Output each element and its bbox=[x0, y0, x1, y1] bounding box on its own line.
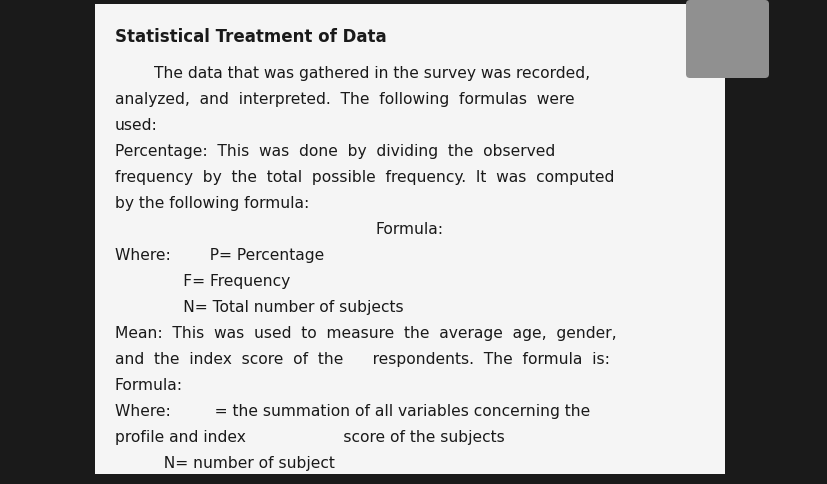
Text: Where:         = the summation of all variables concerning the: Where: = the summation of all variables … bbox=[115, 403, 590, 418]
Text: F= Frequency: F= Frequency bbox=[115, 273, 290, 288]
Text: Formula:: Formula: bbox=[115, 377, 183, 392]
Text: N= number of subject: N= number of subject bbox=[115, 455, 334, 470]
Text: by the following formula:: by the following formula: bbox=[115, 196, 308, 210]
Text: frequency  by  the  total  possible  frequency.  It  was  computed: frequency by the total possible frequenc… bbox=[115, 169, 614, 184]
Text: Formula:: Formula: bbox=[375, 221, 443, 236]
Bar bbox=[95, 5, 724, 474]
Text: used:: used: bbox=[115, 118, 158, 133]
Text: Percentage:  This  was  done  by  dividing  the  observed: Percentage: This was done by dividing th… bbox=[115, 143, 555, 158]
Text: Mean:  This  was  used  to  measure  the  average  age,  gender,: Mean: This was used to measure the avera… bbox=[115, 325, 616, 340]
Text: Where:        P= Percentage: Where: P= Percentage bbox=[115, 247, 324, 262]
Text: profile and index                    score of the subjects: profile and index score of the subjects bbox=[115, 429, 504, 444]
FancyBboxPatch shape bbox=[686, 1, 768, 79]
Text: N= Total number of subjects: N= Total number of subjects bbox=[115, 299, 403, 314]
Text: and  the  index  score  of  the      respondents.  The  formula  is:: and the index score of the respondents. … bbox=[115, 351, 609, 366]
Text: analyzed,  and  interpreted.  The  following  formulas  were: analyzed, and interpreted. The following… bbox=[115, 91, 574, 106]
Text: The data that was gathered in the survey was recorded,: The data that was gathered in the survey… bbox=[115, 65, 590, 80]
Text: Statistical Treatment of Data: Statistical Treatment of Data bbox=[115, 28, 386, 46]
